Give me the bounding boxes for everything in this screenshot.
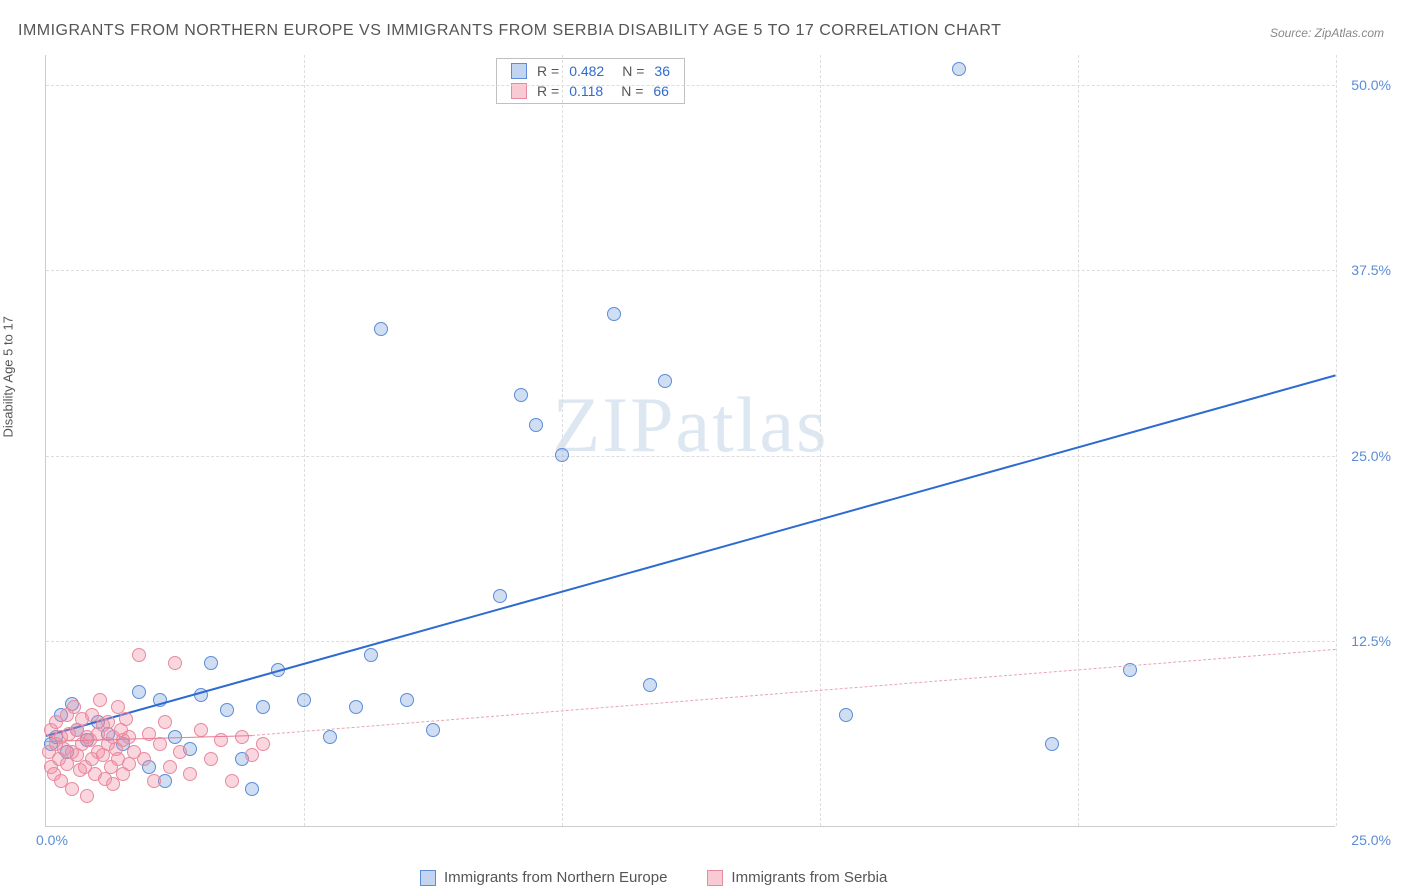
gridline-v [1078, 55, 1079, 826]
data-point [529, 418, 543, 432]
data-point [80, 789, 94, 803]
data-point [256, 737, 270, 751]
gridline-h [46, 85, 1335, 86]
y-tick-label: 50.0% [1351, 77, 1391, 93]
correlation-legend: R = 0.482 N = 36 R = 0.118 N = 66 [496, 58, 685, 104]
legend-label-pink: Immigrants from Serbia [731, 869, 887, 886]
data-point [245, 748, 259, 762]
regression-line [46, 374, 1337, 737]
data-point [132, 648, 146, 662]
y-tick-label: 25.0% [1351, 448, 1391, 464]
legend-item-blue: Immigrants from Northern Europe [420, 869, 667, 886]
y-tick-label: 37.5% [1351, 262, 1391, 278]
data-point [658, 374, 672, 388]
data-point [158, 715, 172, 729]
plot-area: ZIPatlas R = 0.482 N = 36 R = 0.118 N = … [45, 55, 1335, 827]
gridline-h [46, 641, 1335, 642]
gridline-h [46, 456, 1335, 457]
gridline-h [46, 270, 1335, 271]
data-point [220, 703, 234, 717]
swatch-blue [511, 63, 527, 79]
gridline-v [304, 55, 305, 826]
data-point [607, 307, 621, 321]
data-point [204, 752, 218, 766]
data-point [323, 730, 337, 744]
data-point [204, 656, 218, 670]
data-point [137, 752, 151, 766]
r-label: R = [537, 63, 559, 79]
data-point [1045, 737, 1059, 751]
y-tick-label: 12.5% [1351, 633, 1391, 649]
data-point [225, 774, 239, 788]
regression-line [252, 649, 1336, 736]
data-point [153, 737, 167, 751]
data-point [493, 589, 507, 603]
source-label: Source: ZipAtlas.com [1270, 26, 1384, 40]
n-label: N = [622, 63, 644, 79]
data-point [168, 656, 182, 670]
data-point [122, 730, 136, 744]
data-point [65, 782, 79, 796]
legend-label-blue: Immigrants from Northern Europe [444, 869, 667, 886]
data-point [643, 678, 657, 692]
data-point [235, 730, 249, 744]
data-point [194, 723, 208, 737]
data-point [163, 760, 177, 774]
data-point [349, 700, 363, 714]
swatch-pink [707, 870, 723, 886]
gridline-v [820, 55, 821, 826]
chart-title: IMMIGRANTS FROM NORTHERN EUROPE VS IMMIG… [18, 22, 1001, 40]
data-point [132, 685, 146, 699]
legend-row-blue: R = 0.482 N = 36 [497, 61, 684, 81]
data-point [364, 648, 378, 662]
data-point [106, 777, 120, 791]
data-point [514, 388, 528, 402]
data-point [101, 715, 115, 729]
n-value-blue: 36 [654, 63, 670, 79]
x-tick-label: 25.0% [1351, 832, 1391, 848]
data-point [93, 693, 107, 707]
data-point [952, 62, 966, 76]
data-point [297, 693, 311, 707]
data-point [374, 322, 388, 336]
legend-item-pink: Immigrants from Serbia [707, 869, 887, 886]
swatch-blue [420, 870, 436, 886]
y-axis-label: Disability Age 5 to 17 [1, 316, 16, 437]
data-point [256, 700, 270, 714]
r-value-blue: 0.482 [569, 63, 604, 79]
x-tick-label: 0.0% [36, 832, 68, 848]
data-point [245, 782, 259, 796]
data-point [119, 712, 133, 726]
data-point [147, 774, 161, 788]
data-point [183, 767, 197, 781]
data-point [400, 693, 414, 707]
data-point [555, 448, 569, 462]
data-point [173, 745, 187, 759]
data-point [839, 708, 853, 722]
data-point [426, 723, 440, 737]
series-legend: Immigrants from Northern Europe Immigran… [420, 869, 887, 886]
gridline-v [1336, 55, 1337, 826]
